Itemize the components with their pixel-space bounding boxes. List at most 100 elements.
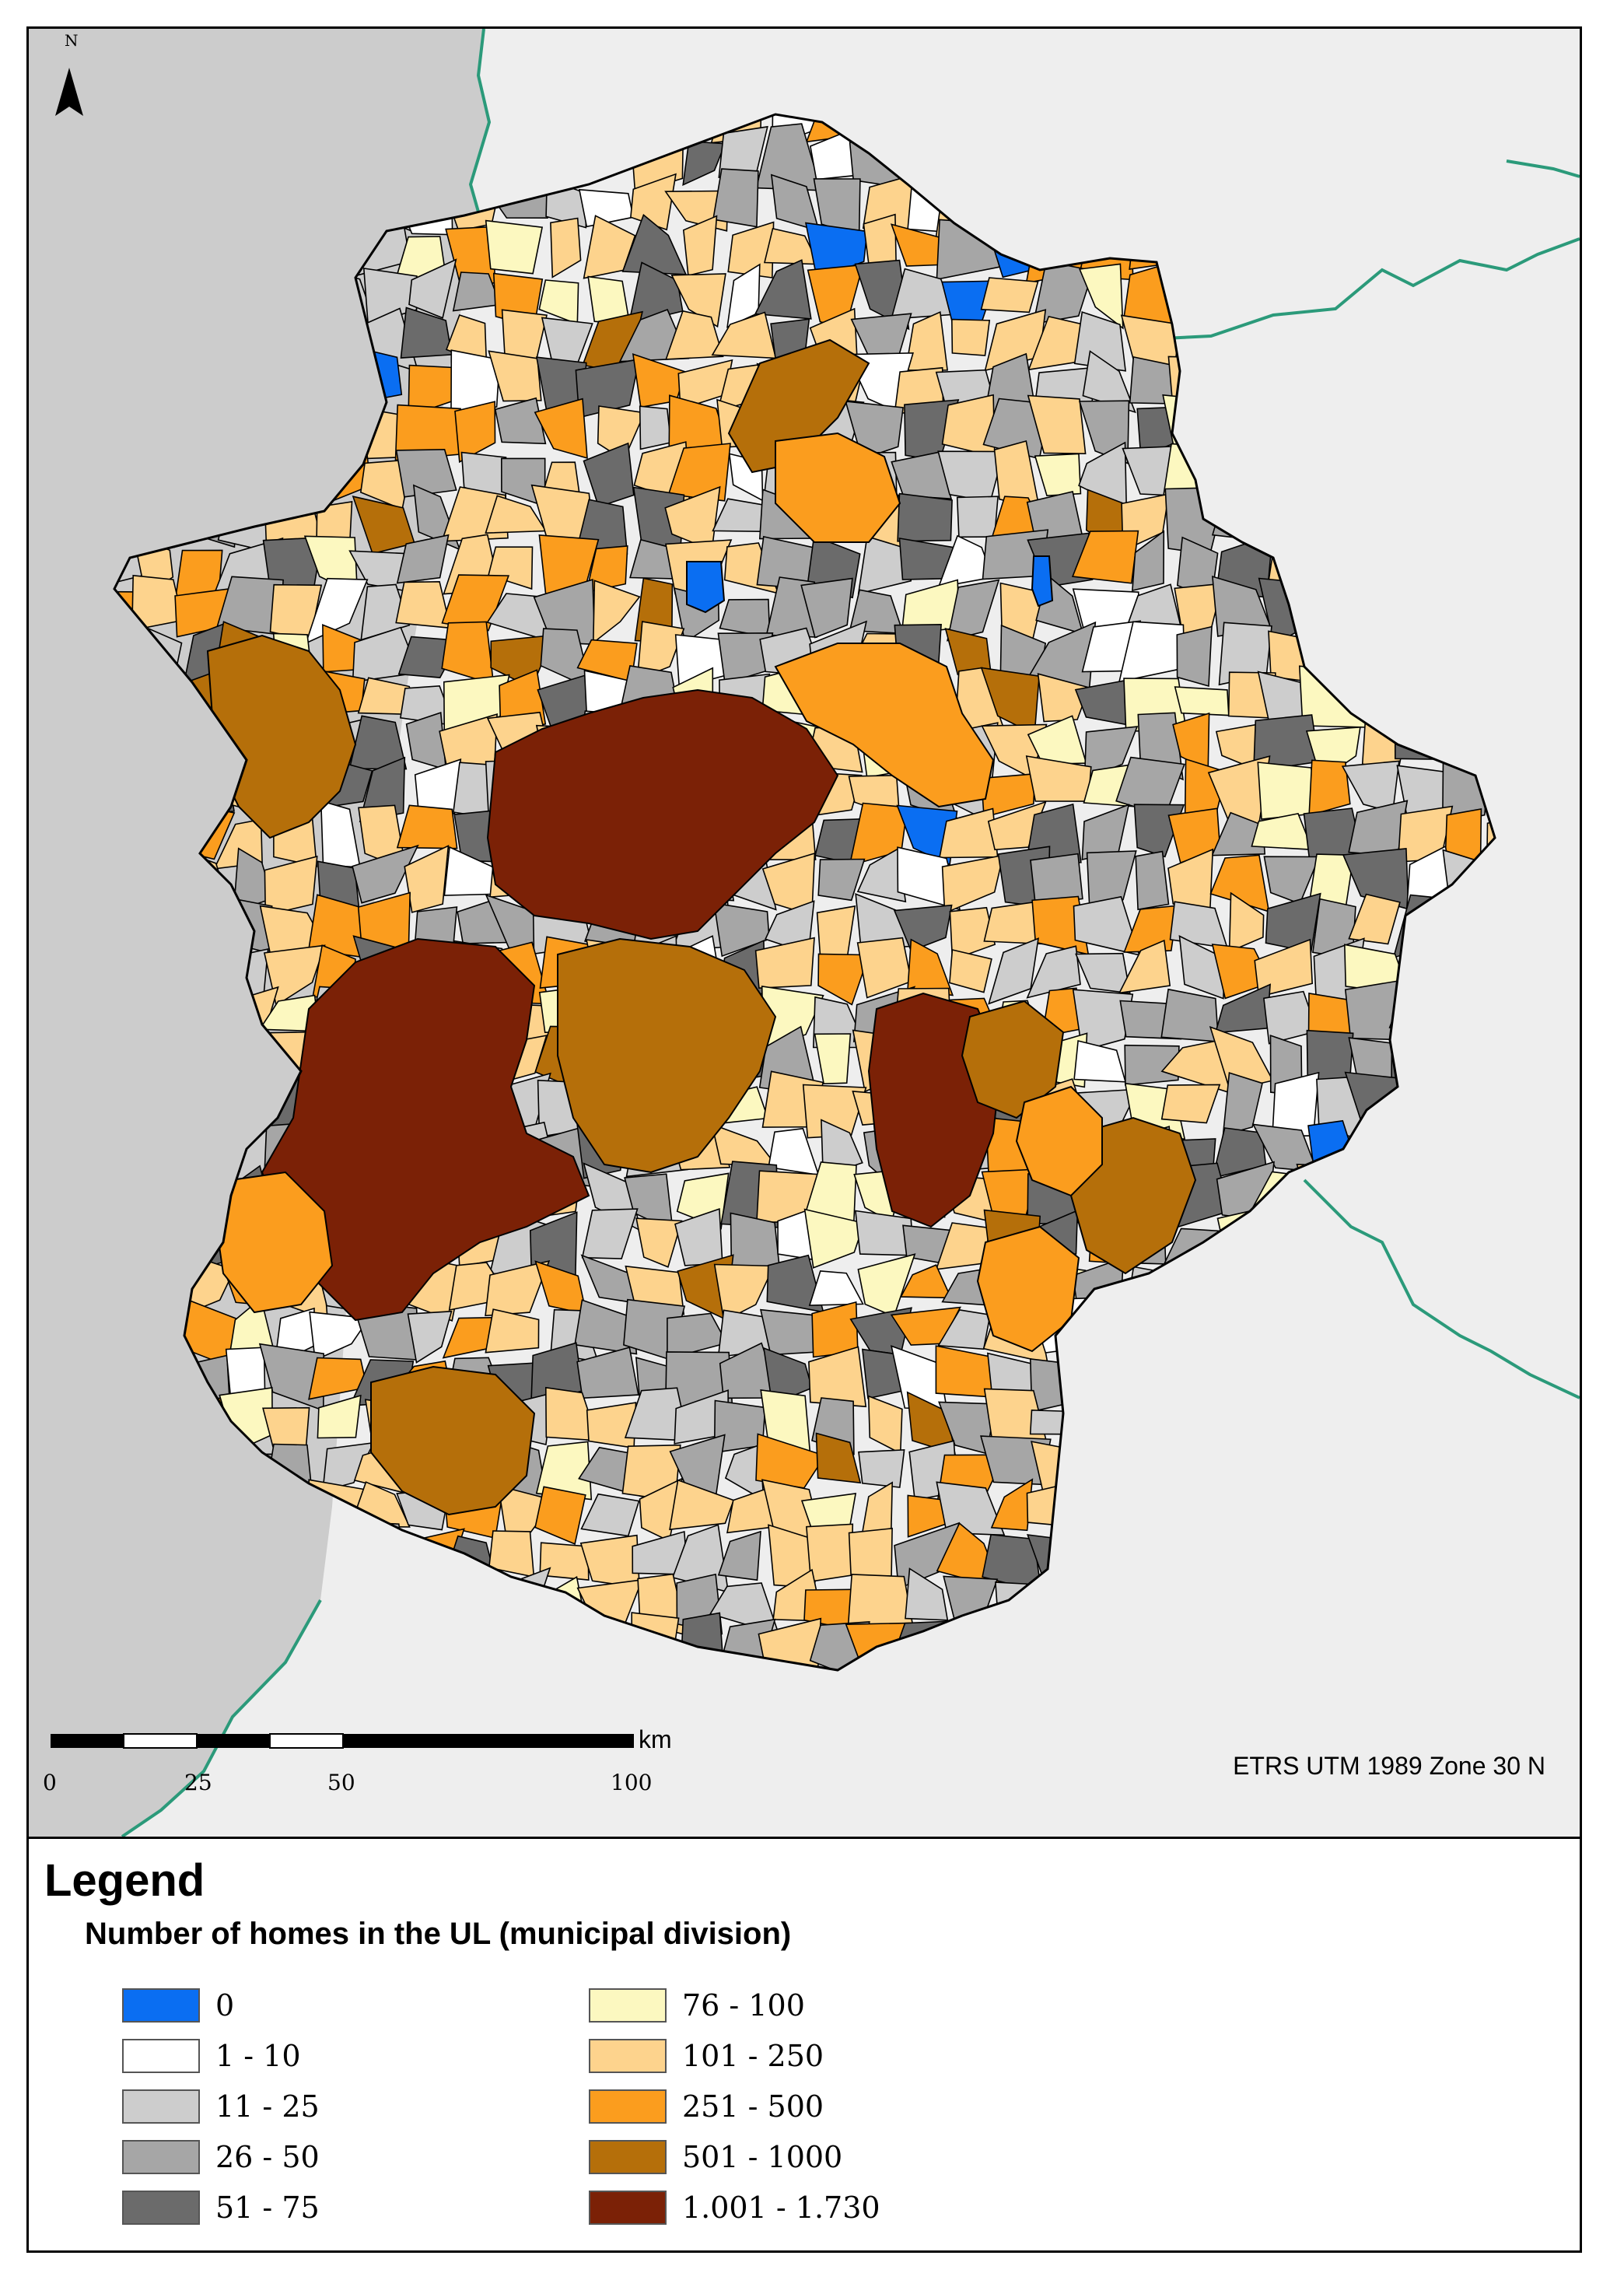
boundary-line-east-corner [1506,159,1580,178]
municipality-cell [949,949,992,993]
municipality-cell [857,535,912,595]
legend-item-3: 26 - 50 [122,2138,320,2176]
municipality-cell [754,937,815,989]
municipality-cell [1174,686,1230,716]
municipality-cell [636,621,685,681]
municipality-cell [947,579,1000,642]
municipality-cell [1073,311,1127,372]
municipality-cell [1082,350,1136,414]
municipality-cell [713,1263,775,1322]
large-municipality-11 [1015,1085,1103,1197]
municipality-cell [980,277,1039,313]
legend-swatch [589,2039,667,2073]
legend-swatch [122,2039,200,2073]
municipality-cell [408,258,457,319]
municipality-cell [669,1479,735,1531]
legend-item-4: 51 - 75 [122,2189,320,2226]
municipality-cell [1222,1072,1263,1136]
municipality-cell [808,1346,867,1408]
municipality-cell [730,1212,781,1273]
municipality-cell [1027,394,1087,455]
municipality-cell [941,854,1004,914]
municipality-cell [550,217,582,278]
municipality-cell [322,1441,375,1492]
legend-label: 101 - 250 [682,2039,824,2073]
municipality-cell [717,1530,761,1581]
scale-segment-4 [269,1733,344,1749]
municipality-cell [539,1542,590,1581]
municipality-cell [450,349,501,415]
choropleth-map: N km 0 25 50 100 ETRS UTM 1989 Zone 30 N [29,29,1580,1837]
large-municipality-0 [486,688,839,940]
municipality-cell [1072,989,1134,1052]
north-arrow-label: N [65,31,79,50]
large-municipalities [206,338,1197,1516]
municipality-cell [1030,853,1083,905]
large-municipality-9 [774,643,995,808]
municipality-cell [1075,952,1131,994]
municipality-cell [454,401,496,464]
municipality-cell [395,448,457,498]
municipality-cell [360,583,411,641]
map-legend-divider [29,1837,1580,1839]
large-municipality-3 [557,937,777,1174]
legend-label: 251 - 500 [682,2089,824,2124]
municipality-cell [1132,530,1165,592]
municipality-cell [630,173,677,231]
municipality-cell [1348,893,1401,945]
scale-bar: km 0 25 50 100 [43,1725,672,1795]
legend-swatch [589,1988,667,2023]
legend-label: 51 - 75 [215,2191,320,2225]
scale-tick-25: 25 [184,1770,212,1795]
scale-unit: km [639,1725,672,1753]
legend-item-9: 1.001 - 1.730 [589,2189,880,2226]
municipality-cell [317,1394,362,1439]
municipality-cell [585,545,628,594]
municipality-cell [362,268,418,326]
municipality-cell [806,1523,854,1583]
municipality-cell [1034,453,1082,497]
municipality-cell [670,273,726,328]
large-municipality-14 [686,561,726,614]
municipality-cell [534,1486,586,1546]
municipality-cell [858,1448,905,1488]
legend-label: 0 [215,1988,235,2023]
scale-segment-1 [51,1734,124,1748]
municipality-cell [1254,938,1314,998]
municipality-cell [1083,726,1139,781]
map-panel: N km 0 25 50 100 ETRS UTM 1989 Zone 30 N [29,29,1580,1837]
municipality-cell [1308,759,1351,817]
legend-title: Legend [44,1855,205,1906]
north-arrow-icon [55,68,83,116]
municipality-cell [592,580,641,644]
legend-item-8: 501 - 1000 [589,2138,842,2176]
municipality-cell [396,804,458,849]
municipality-cell [396,534,450,584]
municipality-cell [821,1119,863,1177]
municipality-cell [485,219,544,275]
municipality-cell [754,259,812,320]
scale-segment-5 [343,1734,634,1748]
legend-swatch [589,2089,667,2124]
municipality-cell [848,1527,893,1577]
municipality-cell [485,1259,551,1317]
municipality-cell [990,1478,1034,1532]
municipality-cell [414,758,462,814]
legend-label: 501 - 1000 [682,2140,843,2174]
large-municipality-12 [976,1225,1080,1353]
municipality-cell [534,398,588,459]
municipality-cell [1228,891,1265,953]
municipality-cell [682,215,718,277]
municipality-cell [800,577,853,639]
legend-label: 26 - 50 [215,2140,320,2174]
municipality-cell [352,844,419,904]
large-municipality-13 [775,432,901,543]
municipality-cell [727,221,775,278]
north-arrow: N [55,31,83,116]
municipality-cell [856,847,907,903]
legend-item-7: 251 - 500 [589,2088,824,2125]
legend-item-0: 0 [122,1987,234,2024]
municipality-cell [635,1217,683,1268]
municipality-cell [576,1347,639,1399]
legend-item-5: 76 - 100 [589,1987,805,2024]
